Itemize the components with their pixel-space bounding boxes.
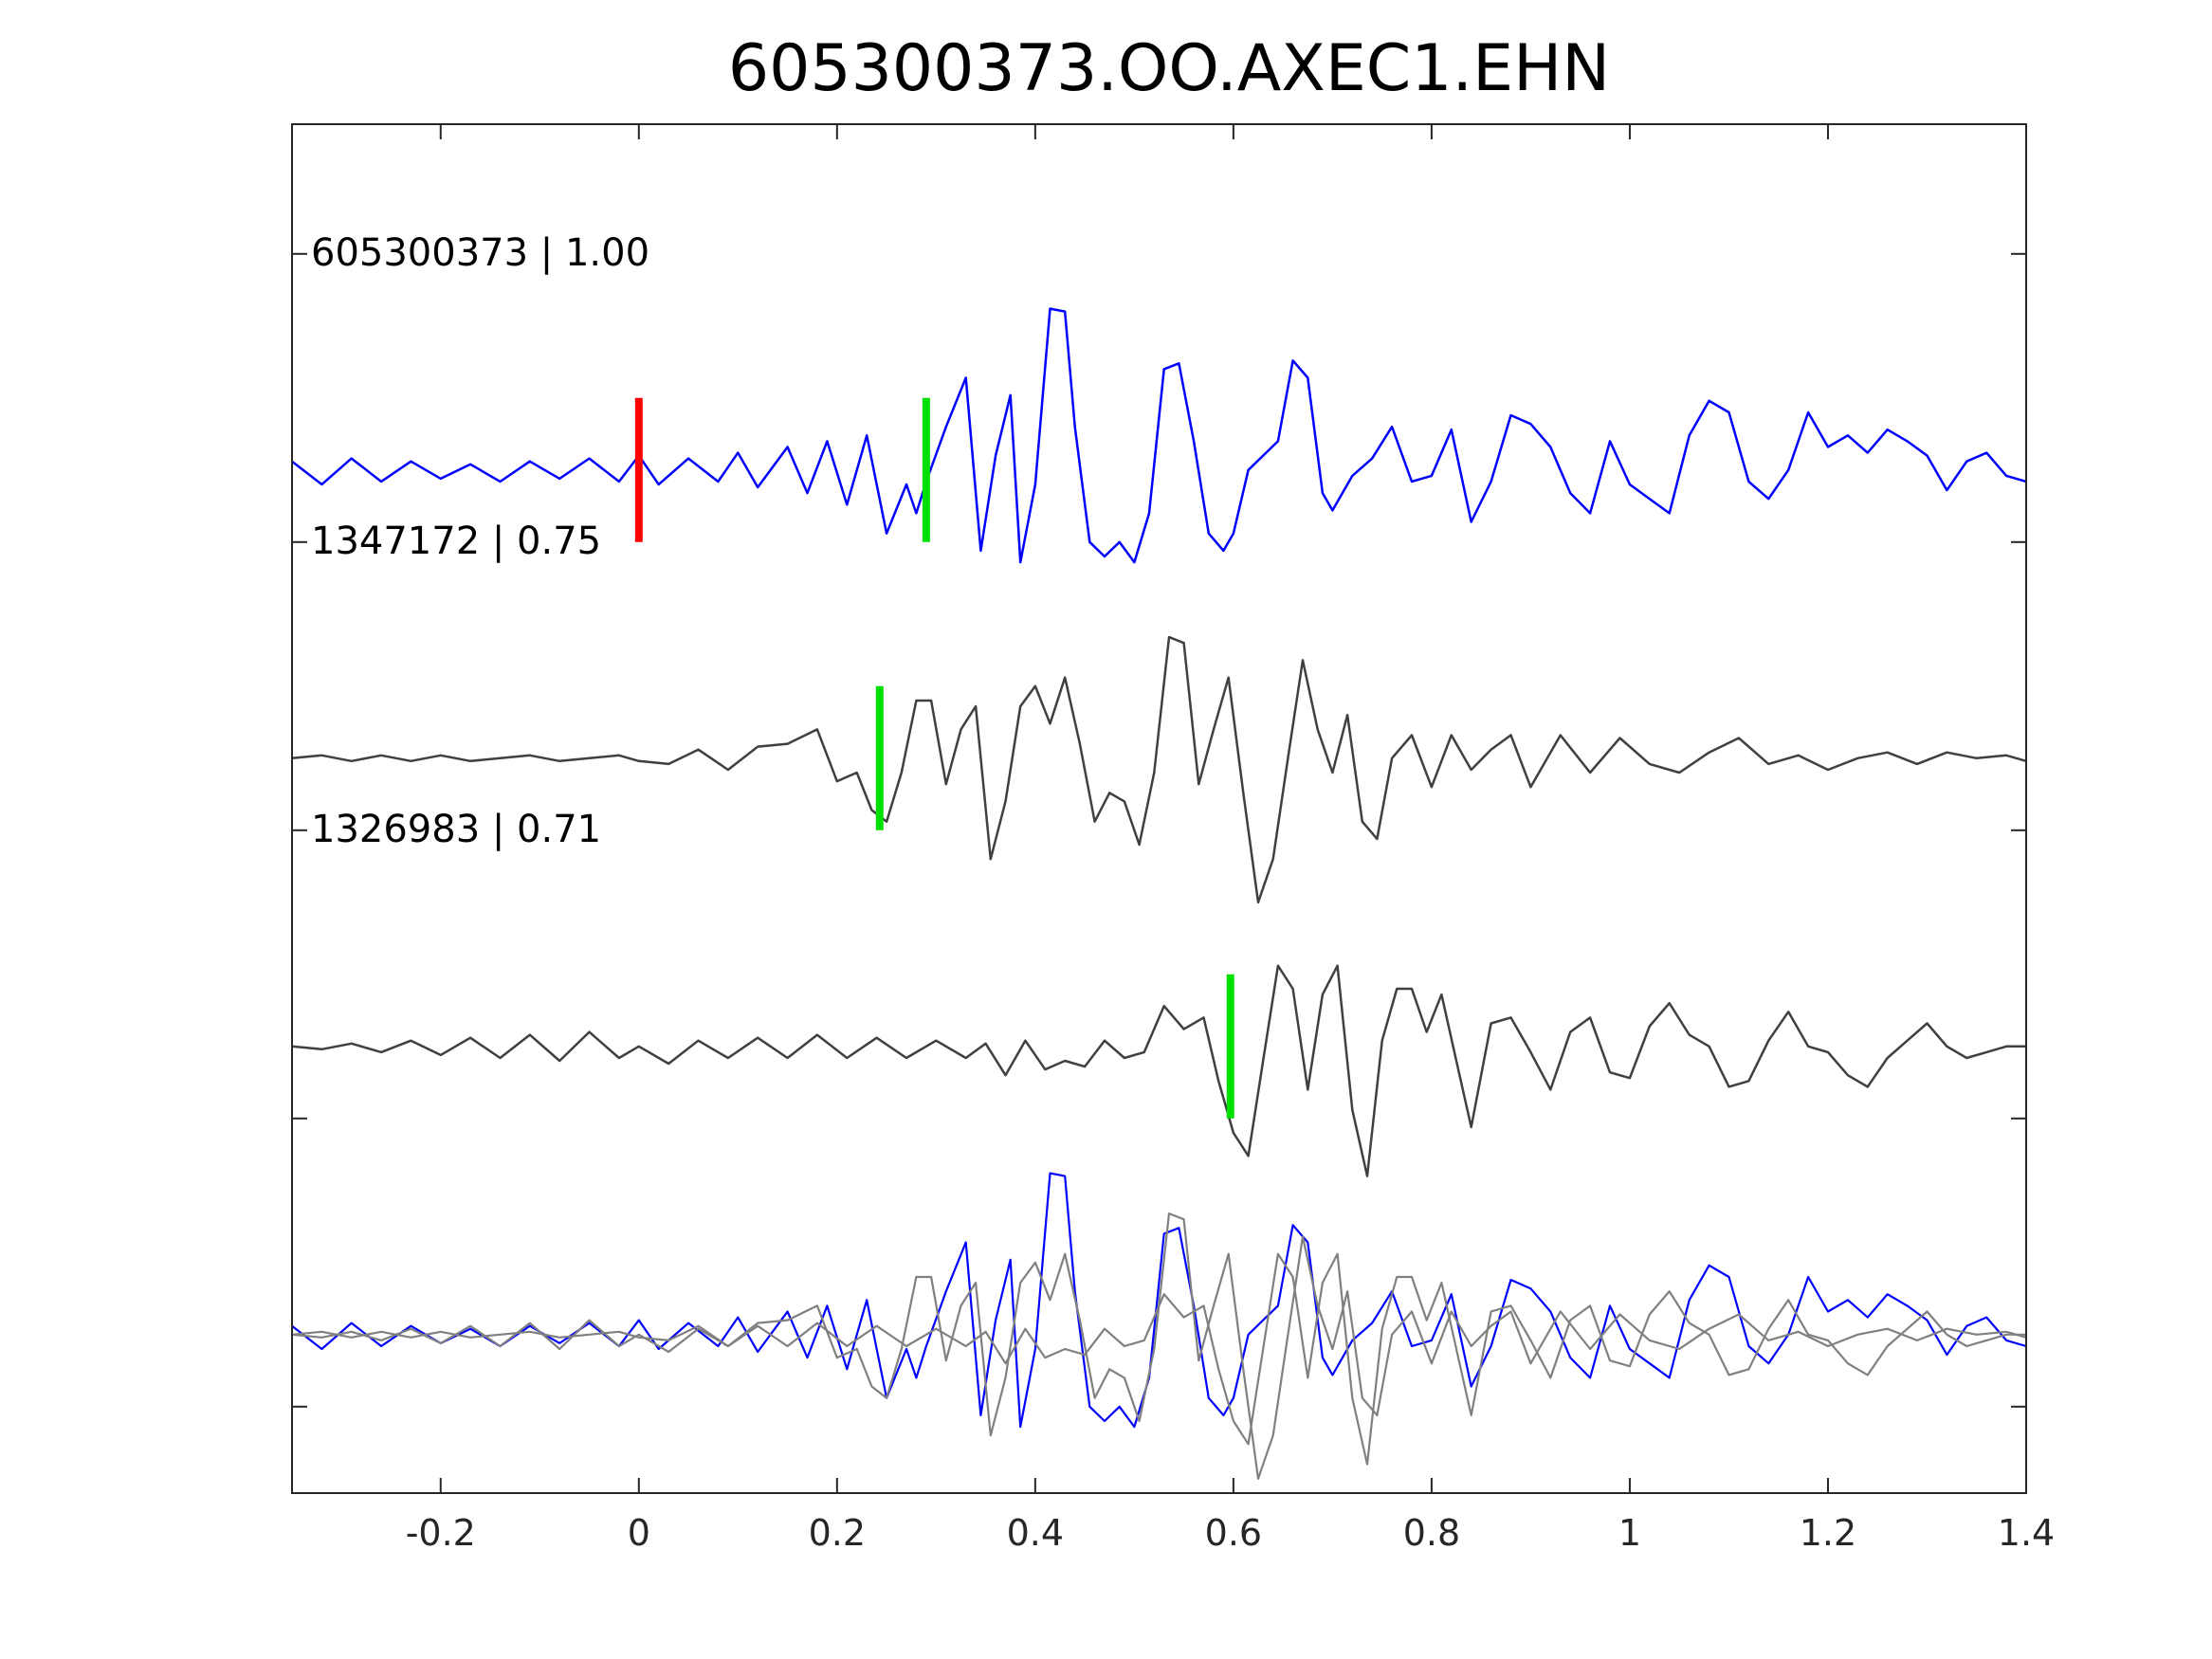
x-tick-label: 1.4: [1998, 1512, 2055, 1554]
trace-1: [291, 635, 2027, 904]
trace-label-1: 1347172 | 0.75: [311, 520, 601, 563]
trace-labels-group: 605300373 | 1.00 1347172 | 0.75 1326983 | …: [311, 231, 649, 851]
chart-title: 605300373.OO.AXEC1.EHN: [728, 31, 1610, 106]
x-tick-label: 0.8: [1403, 1512, 1460, 1554]
trace-label-0: 605300373 | 1.00: [311, 231, 649, 275]
x-tick-label: 1.2: [1800, 1512, 1856, 1554]
x-tick-labels: -0.2 0 0.2 0.4 0.6 0.8 1 1.2 1.4: [406, 1512, 2056, 1554]
x-tick-label: 1: [1618, 1512, 1641, 1554]
trace-label-2: 1326983 | 0.71: [311, 808, 601, 851]
x-tick-label: 0: [628, 1512, 650, 1554]
x-tick-label: -0.2: [406, 1512, 476, 1554]
x-tick-label: 0.6: [1205, 1512, 1262, 1554]
trace-0: [291, 307, 2027, 564]
x-tick-label: 0.2: [809, 1512, 866, 1554]
x-tick-label: 0.4: [1007, 1512, 1064, 1554]
trace-2: [291, 964, 2026, 1177]
markers-group: [634, 397, 1234, 1119]
ticks-group: [292, 124, 2027, 1493]
overlay-trace-5: [291, 1252, 2026, 1466]
overlay-trace-4: [291, 1212, 2027, 1480]
plot-frame: [291, 123, 2027, 1494]
traces-group: [291, 307, 2027, 1480]
